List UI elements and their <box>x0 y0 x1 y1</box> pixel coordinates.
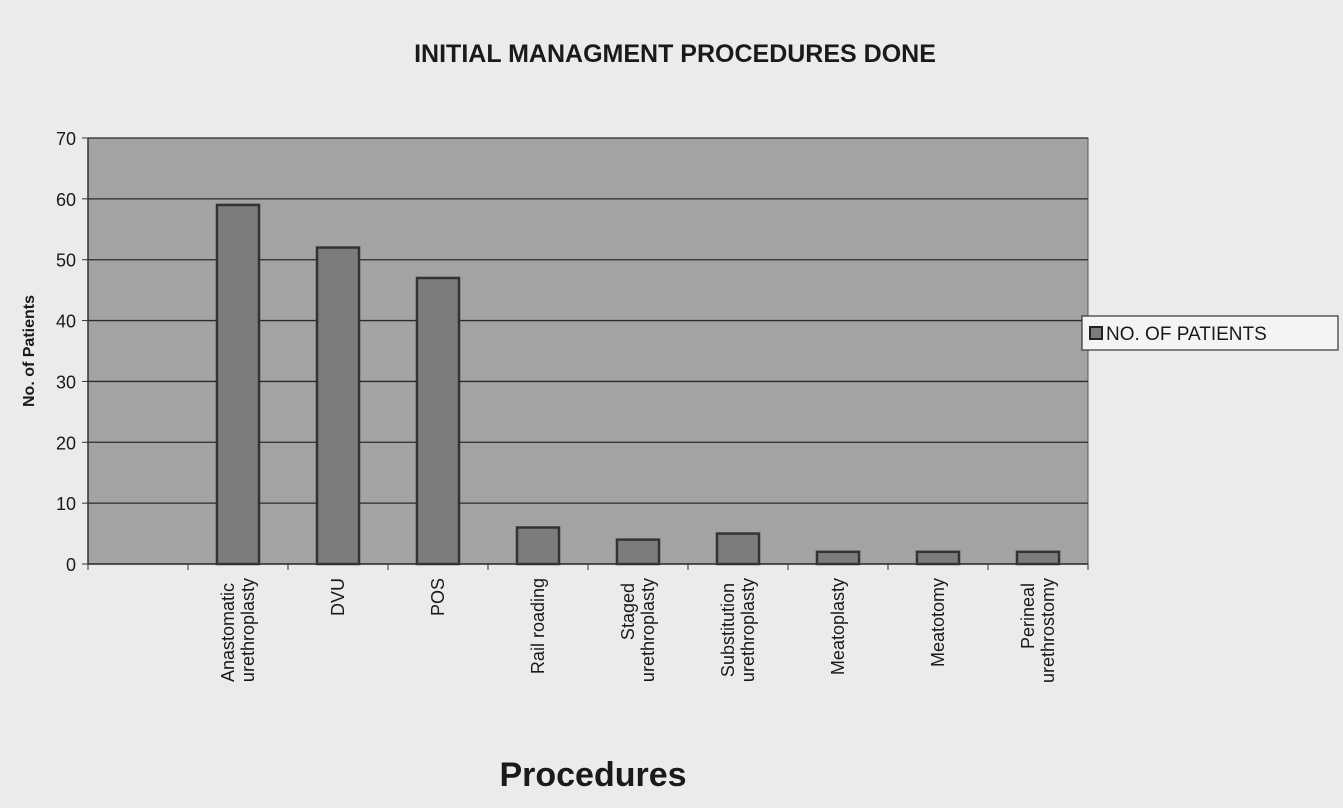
bar <box>815 550 861 566</box>
bar <box>915 550 961 566</box>
x-tick-label-line: urethroplasty <box>638 578 658 682</box>
bar <box>515 526 561 566</box>
legend-box <box>1081 315 1339 351</box>
y-tick-label: 10 <box>56 494 76 514</box>
y-tick-label: 40 <box>56 312 76 332</box>
bar <box>615 538 661 566</box>
bar <box>1015 550 1061 566</box>
x-tick-label: Perineal urethrostomy <box>1018 578 1058 683</box>
x-tick-label-line: urethrostomy <box>1038 578 1058 683</box>
y-tick-label: 60 <box>56 190 76 210</box>
x-tick-label-line: Staged <box>618 578 638 640</box>
y-tick-label: 70 <box>56 129 76 149</box>
x-tick-label: Meatotomy <box>928 578 948 667</box>
x-tick-label-line: urethroplasty <box>738 578 758 682</box>
bar <box>315 246 361 566</box>
x-tick-label: Meatoplasty <box>828 578 848 675</box>
x-tick-label: POS <box>428 578 448 616</box>
legend-label: NO. OF PATIENTS <box>1106 324 1267 345</box>
y-tick-label: 50 <box>56 251 76 271</box>
bar <box>215 203 261 566</box>
x-tick-label: Anastomatic urethroplasty <box>218 578 258 682</box>
x-tick-label: DVU <box>328 578 348 616</box>
x-tick-label: Staged urethroplasty <box>618 578 658 682</box>
y-tick-label: 20 <box>56 433 76 453</box>
chart-title: INITIAL MANAGMENT PROCEDURES DONE <box>414 40 936 68</box>
y-tick-label: 0 <box>66 555 76 575</box>
x-tick-label-line: urethroplasty <box>238 578 258 682</box>
x-tick-label: Rail roading <box>528 578 548 674</box>
x-tick-label-line: Substitution <box>718 578 738 677</box>
legend-swatch <box>1089 326 1103 340</box>
x-tick-label-line: Perineal <box>1018 578 1038 649</box>
x-axis-label: Procedures <box>499 756 686 794</box>
x-tick-label-line: Anastomatic <box>218 578 238 682</box>
bar <box>715 532 761 566</box>
y-tick-label: 30 <box>56 372 76 392</box>
x-tick-label: Substitution urethroplasty <box>718 578 758 682</box>
y-axis-label: No. of Patients <box>21 295 38 407</box>
bar <box>415 276 461 566</box>
